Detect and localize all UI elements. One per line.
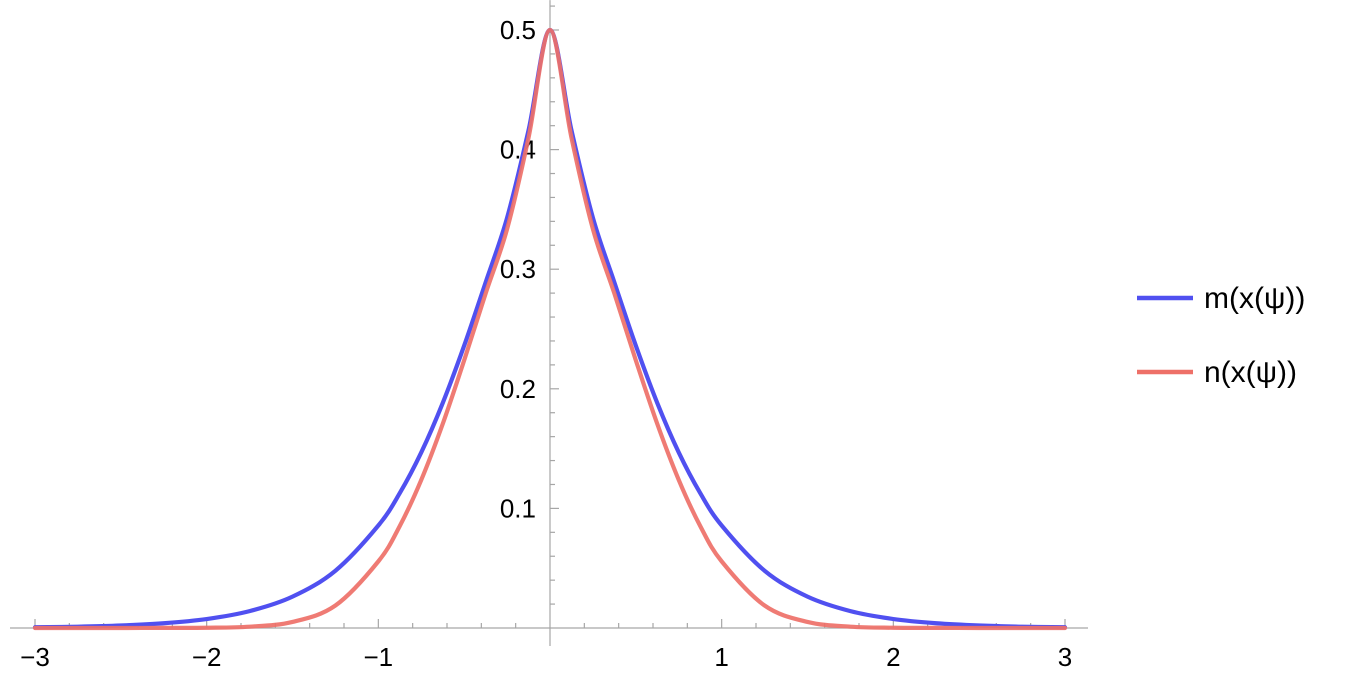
y-tick-label: 0.2 bbox=[500, 374, 536, 404]
x-tick-label: −3 bbox=[20, 642, 50, 672]
legend: m(x(ψ)) n(x(ψ)) bbox=[1137, 282, 1305, 389]
ticks: −3 −2 −1 1 2 3 0.1 0.2 0.3 0.4 0.5 bbox=[20, 5, 1072, 672]
series-line-n bbox=[32, 27, 1068, 631]
x-tick-label: 2 bbox=[886, 642, 900, 672]
x-tick-label: 3 bbox=[1058, 642, 1072, 672]
legend-label-m: m(x(ψ)) bbox=[1204, 282, 1305, 315]
x-tick-label: −1 bbox=[364, 642, 394, 672]
axes bbox=[10, 0, 1088, 646]
legend-label-n: n(x(ψ)) bbox=[1204, 356, 1297, 389]
y-tick-label: 0.3 bbox=[500, 254, 536, 284]
series-group bbox=[32, 27, 1068, 631]
x-tick-label: 1 bbox=[714, 642, 728, 672]
x-tick-label: −2 bbox=[192, 642, 222, 672]
y-tick-label: 0.5 bbox=[500, 15, 536, 45]
y-tick-label: 0.1 bbox=[500, 493, 536, 523]
y-tick-label: 0.4 bbox=[500, 135, 536, 165]
